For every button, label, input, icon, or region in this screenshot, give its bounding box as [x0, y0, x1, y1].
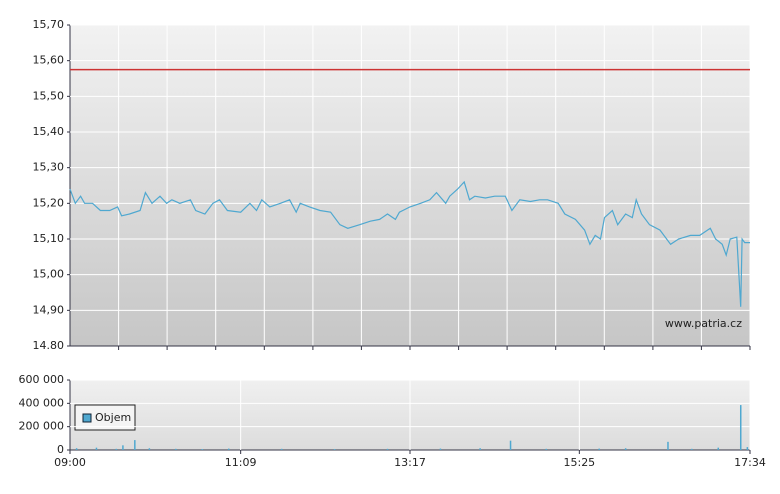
volume-bar	[148, 448, 151, 450]
volume-bar	[624, 448, 627, 450]
volume-bar	[509, 440, 512, 450]
volume-bar	[280, 448, 283, 450]
volume-bar	[115, 448, 118, 450]
volume-bar	[134, 440, 136, 450]
volume-bar	[746, 447, 749, 450]
y-tick-label: 15,00	[33, 268, 65, 281]
y-tick-label: 14.80	[33, 339, 65, 352]
volume-bar	[545, 448, 548, 450]
y-tick-label: 15,60	[33, 54, 65, 67]
volume-bar	[691, 448, 693, 450]
volume-bar	[95, 447, 98, 450]
y-tick-label: 0	[57, 443, 64, 456]
y-tick-label: 200 000	[19, 420, 65, 433]
volume-bar	[75, 448, 78, 450]
volume-bar	[479, 448, 481, 450]
y-tick-label: 15,70	[33, 18, 65, 31]
y-tick-label: 400 000	[19, 396, 65, 409]
y-tick-label: 15,40	[33, 125, 65, 138]
volume-bar	[175, 448, 177, 450]
y-tick-label: 15,20	[33, 196, 65, 209]
volume-bar	[228, 448, 230, 450]
x-tick-label: 11:09	[225, 456, 257, 469]
volume-bar	[739, 405, 742, 450]
volume-bar	[201, 449, 204, 450]
bottom-ticks	[118, 346, 751, 350]
volume-bar	[333, 449, 336, 450]
volume-bar	[598, 448, 600, 450]
volume-bar	[667, 441, 669, 450]
volume-bar	[717, 447, 719, 450]
x-tick-label: 09:00	[54, 456, 86, 469]
vertical-grid	[118, 25, 751, 346]
legend-label: Objem	[95, 411, 131, 424]
y-tick-label: 15,50	[33, 89, 65, 102]
volume-bar	[122, 445, 124, 450]
y-tick-label: 15,10	[33, 232, 65, 245]
x-tick-label: 15:25	[563, 456, 595, 469]
x-tick-label: 13:17	[394, 456, 426, 469]
volume-bar	[439, 448, 442, 450]
price-line	[69, 180, 750, 307]
legend-swatch	[82, 413, 92, 423]
y-tick-label: 600 000	[19, 373, 65, 386]
watermark: www.patria.cz	[665, 317, 742, 330]
y-tick-label: 14,90	[33, 303, 65, 316]
x-tick-label: 17:34	[734, 456, 766, 469]
y-tick-label: 15,30	[33, 161, 65, 174]
volume-bar	[386, 448, 389, 450]
